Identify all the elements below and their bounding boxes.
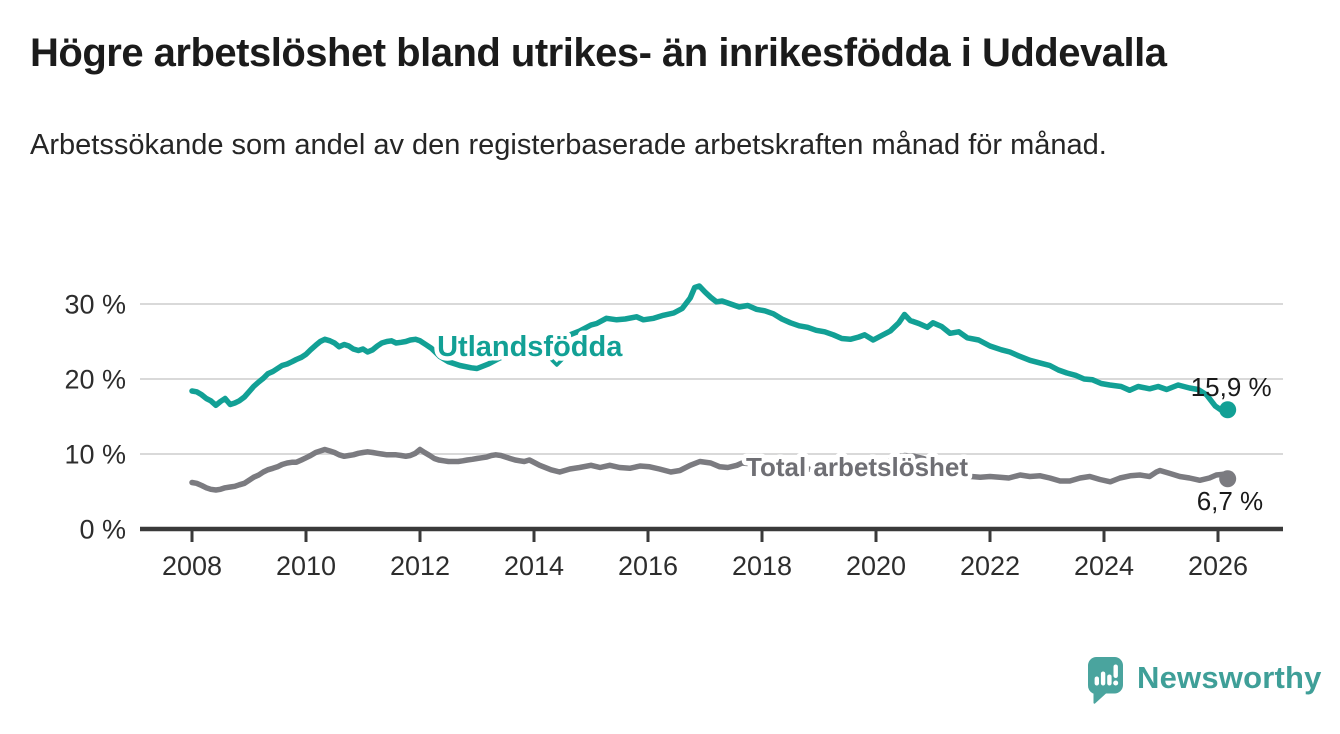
series-label-utlandsfodda: Utlandsfödda [437,331,623,363]
chevron-down-icon [547,355,567,367]
y-tick-label: 20 % [64,365,126,395]
series-end-dot-utlandsfodda [1219,401,1237,419]
chart-title: Högre arbetslöshet bland utrikes- än inr… [30,31,1167,75]
newsworthy-logo: Newsworthy [1087,656,1322,704]
x-tick-label: 2008 [162,551,222,581]
x-tick-label: 2018 [732,551,792,581]
x-tick-label: 2016 [618,551,678,581]
x-tick-label: 2010 [276,551,336,581]
speech-bubble-shape [1087,657,1123,704]
newsworthy-logo-text: Newsworthy [1137,660,1322,695]
bar-2 [1100,671,1106,686]
series-label-total: Total arbetslöshet [746,452,968,482]
x-tick-label: 2012 [390,551,450,581]
series-end-value-total: 6,7 % [1197,486,1264,516]
x-tick-label: 2026 [1188,551,1248,581]
unemployment-line-chart: 0 % 10 % 20 % 30 % 2008 2010 2012 2014 2016 2018 2… [64,283,1283,581]
series-line-total [189,446,1231,493]
chart-subtitle: Arbetssökande som andel av den registerb… [30,129,1107,161]
newsworthy-logo-icon [1087,657,1123,704]
x-tick-label: 2024 [1074,551,1134,581]
exclamation-bar [1113,664,1118,678]
x-tick-label: 2020 [846,551,906,581]
exclamation-dot [1113,680,1119,686]
series-end-value-utlandsfodda: 15,9 % [1191,372,1272,402]
y-tick-label: 10 % [64,440,126,470]
series-line-utlandsfodda [189,283,1231,413]
x-tick-label: 2014 [504,551,564,581]
y-tick-label: 30 % [64,290,126,320]
series-end-dot-total [1219,470,1237,488]
bar-3 [1107,674,1112,686]
bar-1 [1094,676,1099,686]
y-tick-label: 0 % [79,515,126,545]
x-tick-label: 2022 [960,551,1020,581]
